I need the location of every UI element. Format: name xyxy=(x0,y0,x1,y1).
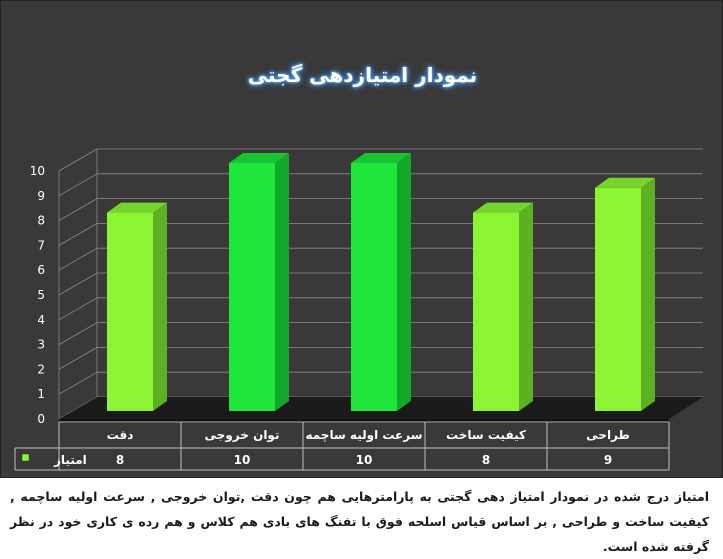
chart-area: نمودار امتیازدهی گجتی 0 1 2 3 4 5 6 7 8 9 10 دقت 8 تو… xyxy=(0,0,723,478)
data-label: 10 xyxy=(234,453,251,467)
category-label: سرعت اولیه ساچمه xyxy=(305,428,422,443)
chart-title: نمودار امتیازدهی گجتی xyxy=(247,63,478,87)
bar xyxy=(473,212,519,411)
data-label: 8 xyxy=(116,453,124,467)
data-label: 9 xyxy=(604,453,612,467)
gridline-depth xyxy=(58,371,98,395)
y-tick-label: 8 xyxy=(37,214,45,228)
bar xyxy=(107,212,153,411)
gridline-depth xyxy=(58,297,98,321)
bar-top xyxy=(473,202,533,213)
y-tick-label: 5 xyxy=(37,288,45,302)
legend-swatch xyxy=(21,453,30,462)
gridline-depth xyxy=(58,173,98,197)
bar xyxy=(229,163,275,411)
bar-side xyxy=(275,153,289,411)
chart-caption: امتیاز درج شده در نمودار امتیاز دهی گجتی… xyxy=(10,489,709,554)
gridline-depth xyxy=(58,322,98,345)
bar-top xyxy=(351,153,411,163)
gridline-depth xyxy=(58,223,98,246)
gridline-depth xyxy=(58,148,98,172)
bar xyxy=(595,187,641,411)
y-tick-label: 2 xyxy=(37,362,45,376)
gridline-depth xyxy=(58,247,98,271)
y-tick-label: 6 xyxy=(37,263,45,277)
category-label: دقت xyxy=(107,428,134,442)
y-tick-label: 10 xyxy=(30,164,45,178)
y-tick-label: 9 xyxy=(37,189,45,203)
bar-top xyxy=(595,177,655,188)
gridline-depth xyxy=(58,198,98,221)
data-label: 10 xyxy=(356,453,373,467)
y-tick-label: 1 xyxy=(37,387,45,401)
bar-top xyxy=(229,153,289,163)
y-tick-label: 4 xyxy=(37,313,45,327)
bar xyxy=(351,163,397,411)
legend-series-name: امتیاز xyxy=(53,453,87,467)
y-tick-label: 7 xyxy=(37,238,45,252)
category-label: طراحی xyxy=(586,428,630,442)
category-label: توان خروجی xyxy=(205,428,280,443)
bar-side xyxy=(153,202,167,411)
data-label: 8 xyxy=(482,453,490,467)
category-label: کیفیت ساخت xyxy=(446,428,526,442)
bar-side xyxy=(519,202,533,411)
y-tick-label: 3 xyxy=(37,338,45,352)
bar-top xyxy=(107,202,167,213)
bar-side xyxy=(641,177,655,411)
gridline-depth xyxy=(58,272,98,296)
gridline-depth xyxy=(58,347,98,370)
bar-chart-plot: 0 1 2 3 4 5 6 7 8 9 10 دقت 8 توان خروجی 10 سرعت اولیه س… xyxy=(14,148,703,471)
bar-side xyxy=(397,153,411,411)
y-tick-label: 0 xyxy=(37,412,45,426)
